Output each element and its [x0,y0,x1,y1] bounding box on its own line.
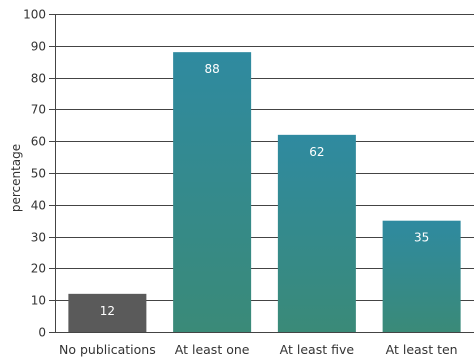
y-tick-label: 10 [31,294,46,308]
data-label: 35 [414,231,429,245]
axes: 0 10 20 30 40 50 60 70 80 90 100 No publications At … [23,8,458,358]
y-tick-label: 0 [38,326,46,340]
bar-at-least-five [277,134,356,332]
y-tick-label: 100 [23,8,46,22]
y-axis-title: percentage [9,144,23,212]
x-tick-label: No publications [59,342,156,357]
y-tick-label: 50 [31,167,46,181]
y-tick-label: 30 [31,231,46,245]
x-tick-label: At least five [280,342,355,357]
y-tick-label: 70 [31,103,46,117]
data-label: 88 [204,62,219,76]
bar-at-least-one [173,52,252,332]
y-tick-label: 60 [31,135,46,149]
bar-no-publications [68,293,147,332]
x-tick-label: At least one [175,342,250,357]
y-tick-label: 80 [31,72,46,86]
y-tick-label: 90 [31,40,46,54]
data-label: 12 [100,304,115,318]
y-tick-label: 40 [31,199,46,213]
bars: 12 88 62 35 [68,52,461,332]
y-tick-label: 20 [31,262,46,276]
data-label: 62 [309,145,324,159]
bar-at-least-ten [382,220,461,332]
x-tick-label: At least ten [386,342,458,357]
